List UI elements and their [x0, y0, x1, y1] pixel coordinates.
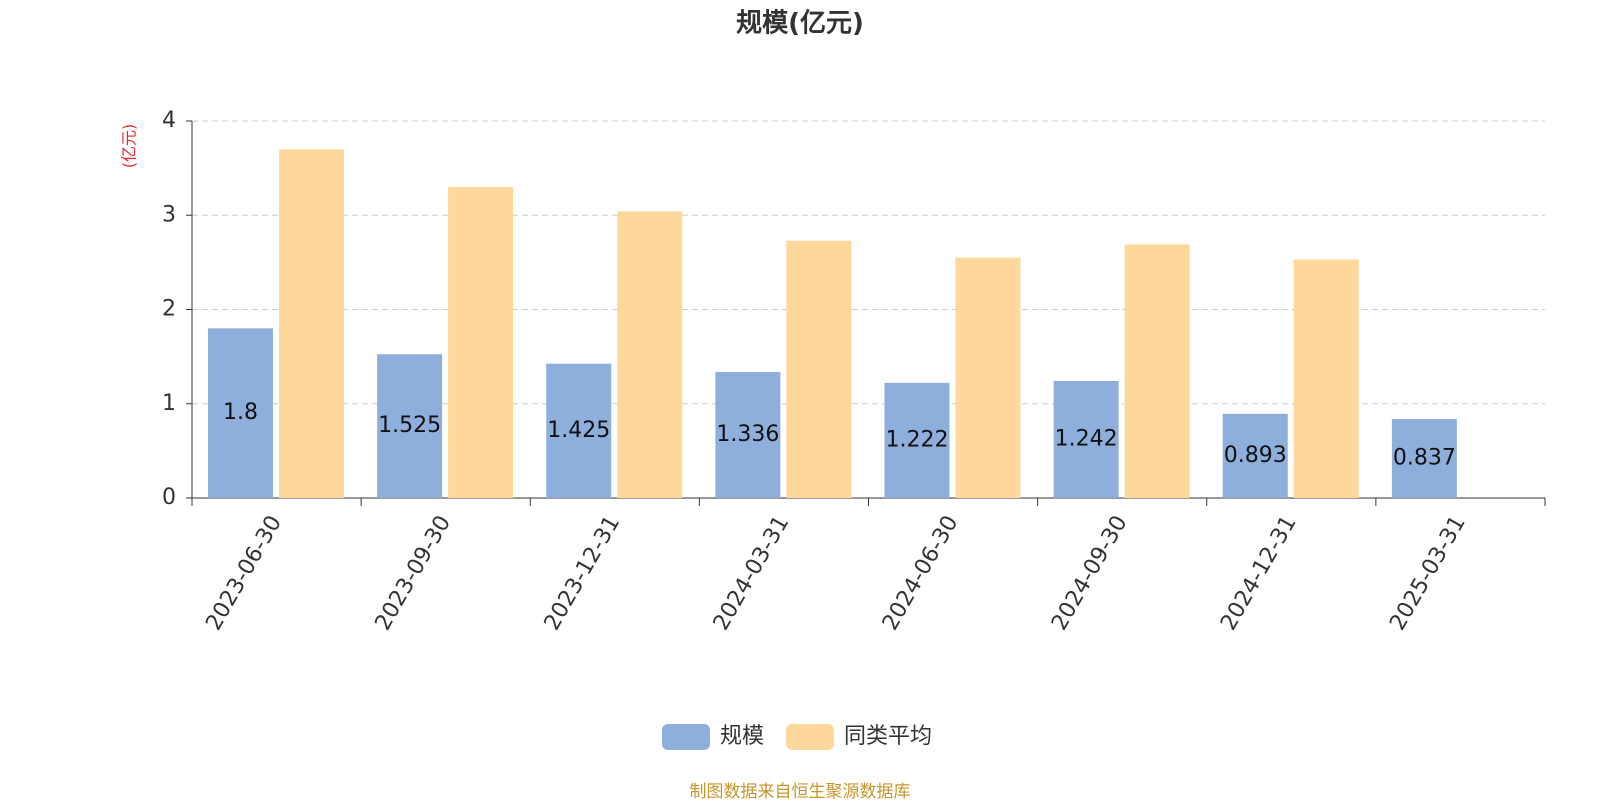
- bar: [377, 354, 443, 498]
- x-tick-label: 2025-03-31: [1385, 512, 1471, 635]
- legend-swatch: [786, 724, 835, 750]
- bar: [786, 240, 852, 498]
- bar: [715, 372, 781, 498]
- x-tick-label: 2024-12-31: [1216, 512, 1302, 635]
- legend-label: 同类平均: [844, 724, 932, 749]
- x-tick-label: 2023-09-30: [370, 512, 456, 635]
- bar: [884, 382, 950, 498]
- x-tick-label: 2024-09-30: [1047, 512, 1133, 635]
- data-label: 1.242: [1055, 426, 1118, 451]
- data-label: 1.525: [378, 413, 441, 438]
- bar: [448, 186, 514, 498]
- bar: [279, 149, 344, 498]
- data-label: 0.837: [1393, 446, 1456, 471]
- y-tick-label: 1: [162, 391, 176, 416]
- data-label: 1.425: [547, 418, 610, 443]
- x-tick-label: 2024-06-30: [878, 512, 964, 635]
- y-tick-label: 0: [162, 485, 176, 510]
- y-tick-label: 2: [162, 297, 176, 322]
- bar: [208, 328, 273, 498]
- bar: [1293, 259, 1359, 498]
- x-tick-label: 2023-06-30: [201, 512, 287, 635]
- bar: [546, 363, 612, 498]
- bar: [955, 257, 1021, 498]
- y-tick-label: 4: [162, 108, 176, 133]
- data-label: 0.893: [1224, 443, 1287, 468]
- bar: [1222, 413, 1288, 498]
- x-tick-label: 2023-12-31: [540, 512, 626, 635]
- data-label: 1.336: [716, 422, 779, 447]
- bar: [1391, 419, 1457, 498]
- chart-title: 规模(亿元): [736, 9, 864, 39]
- legend-label: 规模: [720, 724, 764, 749]
- bar: [617, 211, 683, 499]
- bar: [1124, 244, 1190, 498]
- y-axis-label: (亿元): [120, 124, 139, 169]
- legend-swatch: [662, 724, 710, 750]
- x-tick-label: 2024-03-31: [709, 512, 795, 635]
- bar: [1053, 380, 1119, 498]
- data-label: 1.8: [223, 400, 258, 425]
- source-note: 制图数据来自恒生聚源数据库: [690, 782, 911, 800]
- y-tick-label: 3: [162, 202, 176, 227]
- data-label: 1.222: [886, 427, 949, 452]
